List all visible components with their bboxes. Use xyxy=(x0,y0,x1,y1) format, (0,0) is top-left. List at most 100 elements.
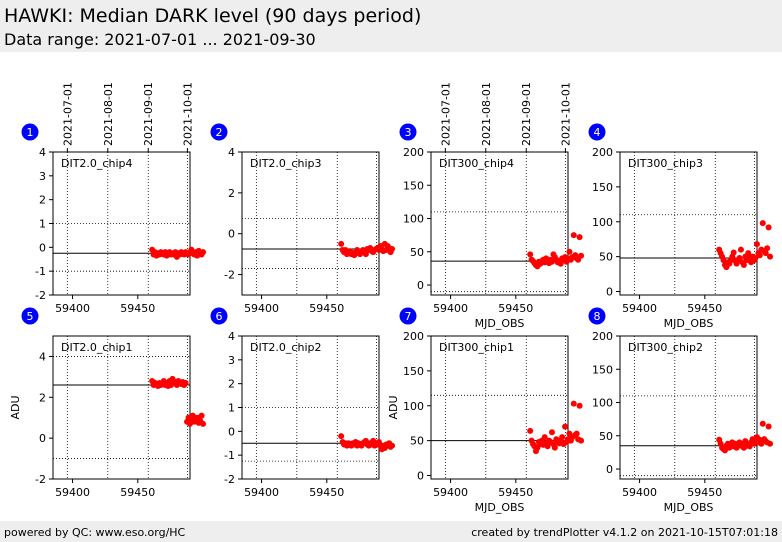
y-tick-label: 3 xyxy=(228,354,235,367)
y-tick-label: -2 xyxy=(35,289,46,302)
y-tick-label: 100 xyxy=(403,213,424,226)
panel-3: 3 0 50 100 150 200 59400 59450 2021-07-01 2021-08… xyxy=(399,82,585,330)
plot-frame xyxy=(619,335,758,480)
y-tick-label: 150 xyxy=(592,181,613,194)
data-point xyxy=(338,240,345,247)
panel-badge xyxy=(210,123,228,141)
data-point xyxy=(767,253,774,260)
y-tick-label: 200 xyxy=(403,330,424,343)
data-point xyxy=(736,255,743,262)
plot-frame xyxy=(430,151,569,296)
data-point xyxy=(730,249,737,256)
y-axis-label: ADU xyxy=(9,395,22,419)
data-point xyxy=(576,402,583,409)
data-point xyxy=(578,437,585,444)
data-point xyxy=(752,255,759,262)
data-point xyxy=(570,232,577,239)
panel-7: 7 0 50 100 150 200 59400 59450 MJD_OBS ADU DIT300_… xyxy=(387,307,585,514)
y-tick-label: 1 xyxy=(228,402,235,415)
data-point xyxy=(559,434,566,441)
data-point xyxy=(765,224,772,231)
y-tick-label: 50 xyxy=(599,251,613,264)
panel-badge xyxy=(399,307,417,325)
top-date-label: 2021-10-01 xyxy=(181,82,194,146)
y-tick-label: 100 xyxy=(403,400,424,413)
x-tick-label: 59400 xyxy=(433,486,468,499)
y-tick-label: 0 xyxy=(228,228,235,241)
y-tick-label: 2 xyxy=(228,187,235,200)
x-tick-label: 59400 xyxy=(433,302,468,315)
data-point xyxy=(551,444,558,451)
panel-badge xyxy=(210,307,228,325)
y-tick-label: 4 xyxy=(228,146,235,159)
panel-number: 1 xyxy=(27,126,34,139)
plot-frame xyxy=(241,335,380,480)
panel-label: DIT2.0_chip3 xyxy=(250,157,321,170)
data-point xyxy=(764,245,771,252)
plot-frame xyxy=(619,151,758,296)
page-subtitle: Data range: 2021-07-01 ... 2021-09-30 xyxy=(4,30,316,49)
x-tick-label: 59400 xyxy=(622,486,657,499)
data-point xyxy=(762,250,769,257)
panel-number: 8 xyxy=(594,310,601,323)
y-tick-label: -1 xyxy=(35,265,46,278)
y-tick-label: 0 xyxy=(417,470,424,483)
top-date-label: 2021-09-01 xyxy=(142,82,155,146)
x-tick-label: 59450 xyxy=(498,302,533,315)
panel-badge xyxy=(21,307,39,325)
y-tick-label: 4 xyxy=(228,330,235,343)
y-tick-label: 2 xyxy=(39,391,46,404)
footer-credit[interactable]: powered by QC: www.eso.org/HC xyxy=(4,526,186,539)
y-tick-label: 0 xyxy=(606,463,613,476)
data-point xyxy=(576,234,583,241)
y-tick-label: -2 xyxy=(35,473,46,486)
panel-label: DIT300_chip2 xyxy=(628,341,703,354)
top-date-label: 2021-07-01 xyxy=(61,82,74,146)
panel-6: 6 -2 -1 0 1 2 3 4 59400 59450 DIT2.0_chip2 xyxy=(210,307,396,499)
y-tick-label: 150 xyxy=(403,179,424,192)
panel-badge xyxy=(399,123,417,141)
y-tick-label: 200 xyxy=(592,146,613,159)
y-tick-label: 0 xyxy=(39,432,46,445)
y-tick-label: -2 xyxy=(224,473,235,486)
panel-number: 7 xyxy=(405,310,412,323)
y-tick-label: 150 xyxy=(592,363,613,376)
y-tick-label: 4 xyxy=(39,350,46,363)
data-point xyxy=(566,248,573,255)
x-tick-label: 59400 xyxy=(55,302,90,315)
x-tick-label: 59450 xyxy=(309,486,344,499)
panel-number: 2 xyxy=(216,126,223,139)
x-tick-label: 59450 xyxy=(687,302,722,315)
data-point xyxy=(182,379,189,386)
y-tick-label: 50 xyxy=(410,435,424,448)
x-axis-label: MJD_OBS xyxy=(664,317,714,330)
y-tick-label: 200 xyxy=(403,146,424,159)
data-point xyxy=(721,447,728,454)
data-point xyxy=(338,433,345,440)
data-point xyxy=(389,442,396,449)
panel-number: 3 xyxy=(405,126,412,139)
x-tick-label: 59400 xyxy=(622,302,657,315)
data-point xyxy=(753,241,760,248)
panel-number: 5 xyxy=(27,310,34,323)
y-tick-label: 50 xyxy=(599,430,613,443)
plot-frame xyxy=(52,151,191,296)
page-title: HAWKI: Median DARK level (90 days period… xyxy=(4,5,422,27)
y-tick-label: -1 xyxy=(224,449,235,462)
data-point xyxy=(767,440,774,447)
data-point xyxy=(756,252,763,259)
top-date-label: 2021-09-01 xyxy=(520,82,533,146)
footer: powered by QC: www.eso.org/HC created by… xyxy=(0,521,782,542)
panel-badge xyxy=(21,123,39,141)
data-point xyxy=(759,220,766,227)
panel-number: 4 xyxy=(594,126,601,139)
x-tick-label: 59450 xyxy=(309,302,344,315)
x-axis-label: MJD_OBS xyxy=(475,317,525,330)
y-tick-label: 1 xyxy=(39,218,46,231)
y-tick-label: 200 xyxy=(592,330,613,343)
y-tick-label: 4 xyxy=(39,146,46,159)
y-tick-label: 3 xyxy=(39,170,46,183)
data-point xyxy=(765,423,772,430)
